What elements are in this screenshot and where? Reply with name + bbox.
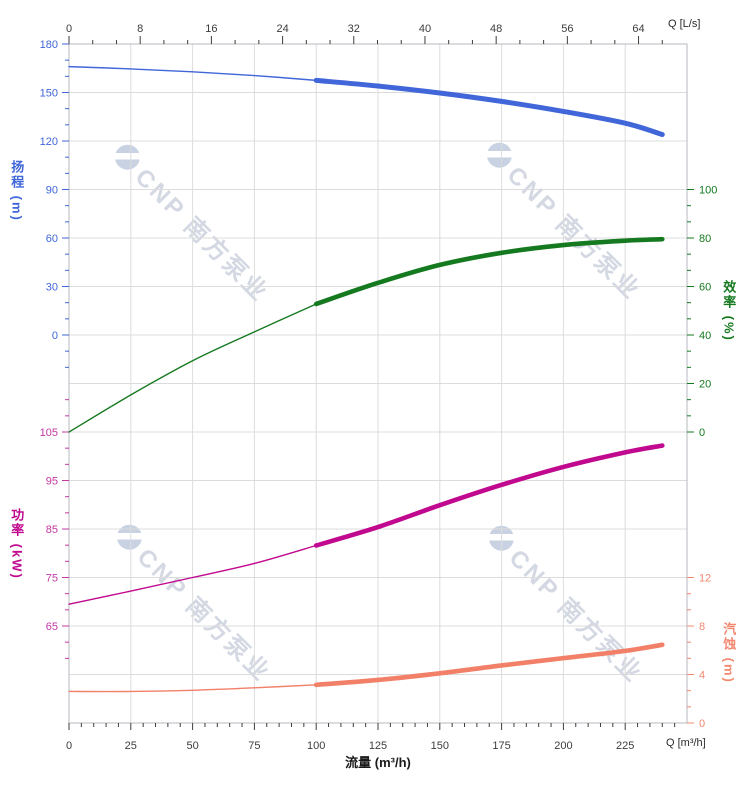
- tick-label: 0: [699, 718, 705, 730]
- power-curve: [313, 443, 665, 548]
- head-curve-thin: [68, 65, 317, 82]
- tick-label: 75: [248, 740, 260, 752]
- tick-label: 95: [46, 476, 58, 488]
- tick-label: 200: [554, 740, 572, 752]
- tick-label: 0: [66, 740, 72, 752]
- tick-label: 150: [431, 740, 449, 752]
- tick-label: 8: [699, 621, 705, 633]
- eff-curve: [313, 236, 665, 307]
- npsh-curve: [313, 642, 665, 688]
- efficiency-axis-title: 效率 (%): [721, 280, 737, 342]
- tick-label: 50: [186, 740, 198, 752]
- tick-label: 225: [616, 740, 634, 752]
- tick-label: 40: [699, 330, 711, 342]
- x-axis-title: 流量 (m³/h): [345, 755, 411, 770]
- tick-label: 0: [52, 330, 58, 342]
- tick-label: 56: [561, 23, 573, 35]
- bottom-axis-unit-label: Q [m³/h]: [666, 737, 706, 749]
- tick-label: 80: [699, 233, 711, 245]
- tick-label: 105: [40, 427, 58, 439]
- tick-label: 125: [369, 740, 387, 752]
- tick-label: 175: [492, 740, 510, 752]
- tick-label: 60: [46, 233, 58, 245]
- tick-label: 20: [699, 379, 711, 391]
- tick-label: 4: [699, 670, 705, 682]
- power-curve-thin: [68, 544, 317, 605]
- tick-label: 48: [490, 23, 502, 35]
- tick-label: 40: [419, 23, 431, 35]
- tick-label: 16: [205, 23, 217, 35]
- tick-label: 90: [46, 185, 58, 197]
- tick-label: 60: [699, 282, 711, 294]
- tick-label: 30: [46, 282, 58, 294]
- eff-curve-thin: [68, 303, 317, 433]
- head-curve: [313, 77, 665, 138]
- tick-label: 0: [699, 427, 705, 439]
- npsh-curve-thin: [68, 684, 317, 693]
- tick-label: 25: [125, 740, 137, 752]
- tick-label: 24: [276, 23, 288, 35]
- curves: [68, 65, 665, 693]
- tick-label: 8: [137, 23, 143, 35]
- tick-label: 64: [632, 23, 644, 35]
- power-axis-title: 功率 (kW): [9, 508, 25, 580]
- tick-label: 85: [46, 524, 58, 536]
- tick-label: 180: [40, 39, 58, 51]
- tick-label: 100: [307, 740, 325, 752]
- tick-label: 0: [66, 23, 72, 35]
- tick-label: 75: [46, 573, 58, 585]
- gridlines: [69, 44, 687, 723]
- tick-label: 120: [40, 136, 58, 148]
- head-axis-title: 扬程 (m): [9, 160, 25, 222]
- tick-label: 65: [46, 621, 58, 633]
- tick-label: 150: [40, 88, 58, 100]
- tick-label: 12: [699, 573, 711, 585]
- axis-ticks-and-labels: 0 8 16 24 32 40 48 56 640 25 50 75 100 125 150 175 200 22…: [40, 23, 718, 752]
- tick-label: 100: [699, 185, 717, 197]
- tick-label: 32: [348, 23, 360, 35]
- npsh-axis-title: 汽蚀 (m): [721, 622, 737, 684]
- top-axis-unit-label: Q [L/s]: [668, 18, 701, 30]
